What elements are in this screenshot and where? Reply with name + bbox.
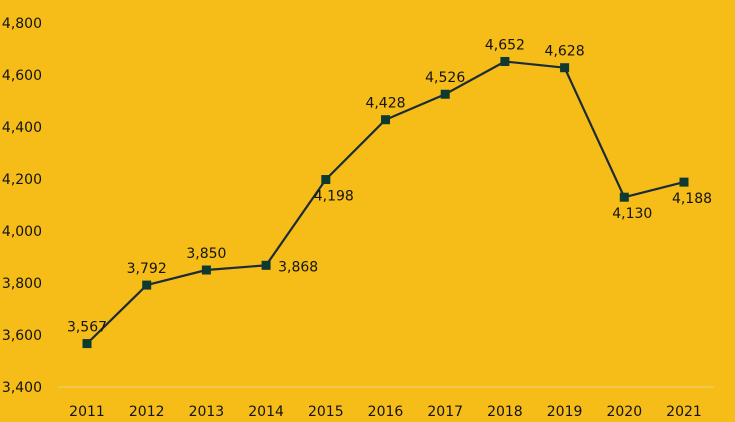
y-tick-label: 4,000	[2, 224, 42, 240]
data-point-marker	[261, 260, 271, 270]
x-tick-label: 2017	[427, 404, 463, 420]
data-label: 4,198	[314, 189, 354, 205]
x-tick-label: 2015	[308, 404, 344, 420]
x-tick-label: 2013	[189, 404, 225, 420]
x-tick-label: 2012	[129, 404, 165, 420]
x-tick-label: 2014	[248, 404, 284, 420]
y-axis-tick-labels: 3,400 3,600 3,800 4,000 4,200 4,400 4,600 4,800	[2, 16, 42, 396]
data-label: 4,130	[612, 206, 652, 222]
data-point-marker	[619, 192, 629, 202]
x-tick-label: 2021	[666, 404, 702, 420]
data-labels: 3,567 3,792 3,850 3,868 4,198 4,428 4,526 4,652…	[67, 37, 712, 335]
x-tick-label: 2019	[547, 404, 583, 420]
data-point-marker	[82, 339, 92, 349]
data-point-marker	[440, 89, 450, 99]
data-label: 3,567	[67, 320, 107, 336]
data-label: 4,628	[545, 44, 585, 60]
data-point-marker	[201, 265, 211, 275]
y-tick-label: 3,600	[2, 328, 42, 344]
x-tick-label: 2018	[487, 404, 523, 420]
data-point-marker	[560, 63, 570, 73]
data-label: 4,428	[365, 96, 405, 112]
data-point-marker	[679, 177, 689, 187]
y-tick-label: 4,200	[2, 172, 42, 188]
x-tick-label: 2020	[606, 404, 642, 420]
series-line-group	[82, 56, 689, 349]
x-tick-label: 2016	[368, 404, 404, 420]
data-label: 4,652	[485, 37, 525, 53]
y-tick-label: 4,800	[2, 16, 42, 32]
data-label: 3,868	[278, 259, 318, 275]
data-point-marker	[381, 115, 390, 125]
data-label: 3,850	[186, 246, 226, 262]
x-axis-tick-labels: 2011 2012 2013 2014 2015 2016 2017 2018 2019 2020…	[69, 404, 702, 420]
data-point-marker	[321, 175, 331, 185]
data-label: 4,526	[425, 70, 465, 86]
data-point-marker	[500, 56, 510, 66]
data-label: 4,188	[672, 191, 712, 207]
y-tick-label: 3,800	[2, 276, 42, 292]
data-point-marker	[142, 280, 152, 290]
data-label: 3,792	[127, 261, 167, 277]
y-tick-label: 4,400	[2, 120, 42, 136]
x-tick-label: 2011	[69, 404, 105, 420]
y-tick-label: 4,600	[2, 68, 42, 84]
y-tick-label: 3,400	[2, 380, 42, 396]
